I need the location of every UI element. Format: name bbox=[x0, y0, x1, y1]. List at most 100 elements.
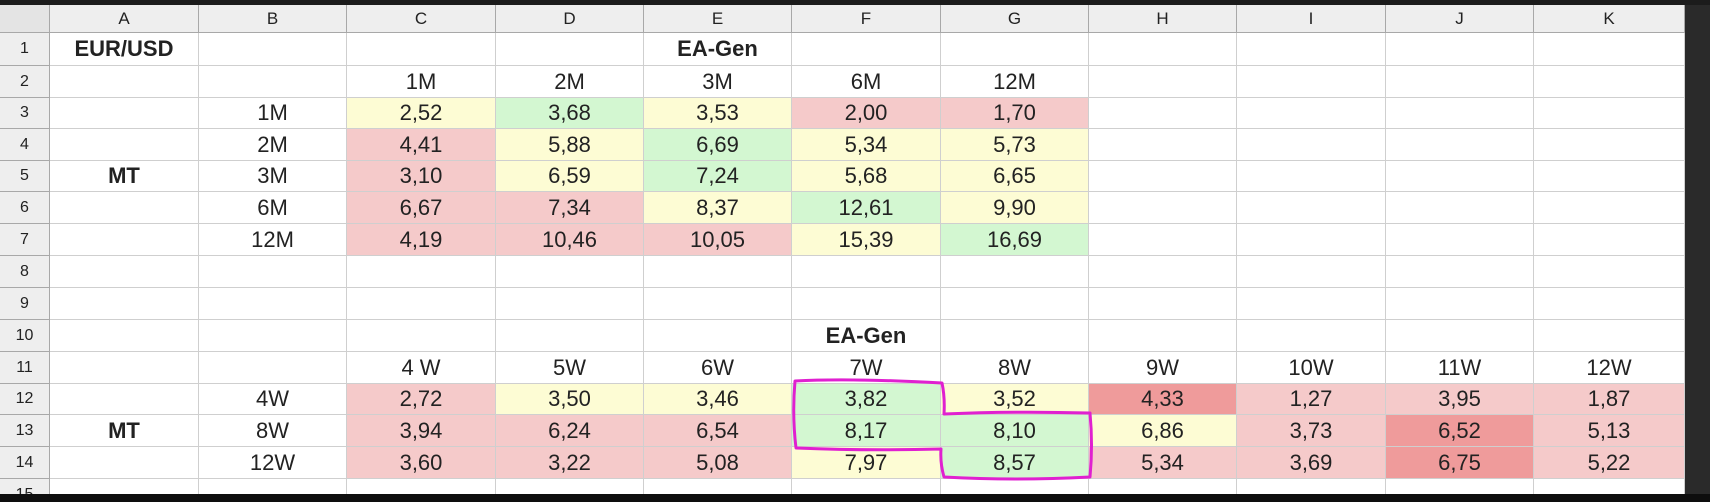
cell-j12[interactable]: 3,95 bbox=[1386, 384, 1534, 415]
cell-d13[interactable]: 6,24 bbox=[496, 415, 644, 447]
cell-b10[interactable] bbox=[199, 320, 347, 352]
cell-i4[interactable] bbox=[1237, 129, 1386, 161]
cell-g6[interactable]: 9,90 bbox=[941, 192, 1089, 224]
cell-b6[interactable]: 6M bbox=[199, 192, 347, 224]
select-all-corner[interactable] bbox=[0, 5, 50, 33]
cell-k10[interactable] bbox=[1534, 320, 1685, 352]
cell-c15[interactable] bbox=[347, 479, 496, 494]
cell-a6[interactable] bbox=[50, 192, 199, 224]
cell-h3[interactable] bbox=[1089, 98, 1237, 129]
cell-k4[interactable] bbox=[1534, 129, 1685, 161]
cell-g12[interactable]: 3,52 bbox=[941, 384, 1089, 415]
cell-j8[interactable] bbox=[1386, 256, 1534, 288]
cell-c6[interactable]: 6,67 bbox=[347, 192, 496, 224]
column-header-j[interactable]: J bbox=[1386, 5, 1534, 33]
cell-a11[interactable] bbox=[50, 352, 199, 384]
cell-j9[interactable] bbox=[1386, 288, 1534, 320]
cell-f9[interactable] bbox=[792, 288, 941, 320]
cell-d15[interactable] bbox=[496, 479, 644, 494]
cell-j5[interactable] bbox=[1386, 161, 1534, 192]
cell-b7[interactable]: 12M bbox=[199, 224, 347, 256]
row-header-11[interactable]: 11 bbox=[0, 352, 50, 384]
cell-k14[interactable]: 5,22 bbox=[1534, 447, 1685, 479]
column-header-g[interactable]: G bbox=[941, 5, 1089, 33]
cell-e10[interactable] bbox=[644, 320, 792, 352]
vertical-scrollbar[interactable] bbox=[1685, 5, 1710, 494]
cell-g8[interactable] bbox=[941, 256, 1089, 288]
cell-a2[interactable] bbox=[50, 66, 199, 98]
cell-h15[interactable] bbox=[1089, 479, 1237, 494]
cell-e6[interactable]: 8,37 bbox=[644, 192, 792, 224]
cell-j7[interactable] bbox=[1386, 224, 1534, 256]
cell-b4[interactable]: 2M bbox=[199, 129, 347, 161]
cell-j4[interactable] bbox=[1386, 129, 1534, 161]
column-header-e[interactable]: E bbox=[644, 5, 792, 33]
cell-b12[interactable]: 4W bbox=[199, 384, 347, 415]
cell-c13[interactable]: 3,94 bbox=[347, 415, 496, 447]
cell-c1[interactable] bbox=[347, 33, 496, 66]
row-header-7[interactable]: 7 bbox=[0, 224, 50, 256]
cell-j1[interactable] bbox=[1386, 33, 1534, 66]
cell-i11[interactable]: 10W bbox=[1237, 352, 1386, 384]
cell-e15[interactable] bbox=[644, 479, 792, 494]
cell-b3[interactable]: 1M bbox=[199, 98, 347, 129]
cell-h2[interactable] bbox=[1089, 66, 1237, 98]
cell-f8[interactable] bbox=[792, 256, 941, 288]
cell-i13[interactable]: 3,73 bbox=[1237, 415, 1386, 447]
cell-f2[interactable]: 6M bbox=[792, 66, 941, 98]
cell-e7[interactable]: 10,05 bbox=[644, 224, 792, 256]
cell-g2[interactable]: 12M bbox=[941, 66, 1089, 98]
row-header-9[interactable]: 9 bbox=[0, 288, 50, 320]
cell-k6[interactable] bbox=[1534, 192, 1685, 224]
cell-i10[interactable] bbox=[1237, 320, 1386, 352]
cell-f15[interactable] bbox=[792, 479, 941, 494]
cell-h10[interactable] bbox=[1089, 320, 1237, 352]
row-header-5[interactable]: 5 bbox=[0, 161, 50, 192]
cell-e9[interactable] bbox=[644, 288, 792, 320]
cell-b13[interactable]: 8W bbox=[199, 415, 347, 447]
cell-d12[interactable]: 3,50 bbox=[496, 384, 644, 415]
cell-i14[interactable]: 3,69 bbox=[1237, 447, 1386, 479]
cell-c14[interactable]: 3,60 bbox=[347, 447, 496, 479]
cell-k12[interactable]: 1,87 bbox=[1534, 384, 1685, 415]
cell-a15[interactable] bbox=[50, 479, 199, 494]
cell-a3[interactable] bbox=[50, 98, 199, 129]
cell-k11[interactable]: 12W bbox=[1534, 352, 1685, 384]
cell-k3[interactable] bbox=[1534, 98, 1685, 129]
cell-e4[interactable]: 6,69 bbox=[644, 129, 792, 161]
cell-j15[interactable] bbox=[1386, 479, 1534, 494]
cell-k7[interactable] bbox=[1534, 224, 1685, 256]
cell-h12[interactable]: 4,33 bbox=[1089, 384, 1237, 415]
cell-c5[interactable]: 3,10 bbox=[347, 161, 496, 192]
cell-a1[interactable]: EUR/USD bbox=[50, 33, 199, 66]
cell-k13[interactable]: 5,13 bbox=[1534, 415, 1685, 447]
cell-f3[interactable]: 2,00 bbox=[792, 98, 941, 129]
cell-j13[interactable]: 6,52 bbox=[1386, 415, 1534, 447]
cell-d11[interactable]: 5W bbox=[496, 352, 644, 384]
row-header-8[interactable]: 8 bbox=[0, 256, 50, 288]
column-header-b[interactable]: B bbox=[199, 5, 347, 33]
row-header-2[interactable]: 2 bbox=[0, 66, 50, 98]
column-header-c[interactable]: C bbox=[347, 5, 496, 33]
column-header-d[interactable]: D bbox=[496, 5, 644, 33]
cell-j2[interactable] bbox=[1386, 66, 1534, 98]
cell-j10[interactable] bbox=[1386, 320, 1534, 352]
row-header-10[interactable]: 10 bbox=[0, 320, 50, 352]
cell-d2[interactable]: 2M bbox=[496, 66, 644, 98]
cell-i8[interactable] bbox=[1237, 256, 1386, 288]
cell-f4[interactable]: 5,34 bbox=[792, 129, 941, 161]
cell-a13[interactable]: MT bbox=[50, 415, 199, 447]
cell-g4[interactable]: 5,73 bbox=[941, 129, 1089, 161]
cell-c2[interactable]: 1M bbox=[347, 66, 496, 98]
cell-g9[interactable] bbox=[941, 288, 1089, 320]
cell-a9[interactable] bbox=[50, 288, 199, 320]
row-header-15[interactable]: 15 bbox=[0, 479, 50, 494]
cell-a8[interactable] bbox=[50, 256, 199, 288]
cell-g5[interactable]: 6,65 bbox=[941, 161, 1089, 192]
cell-e2[interactable]: 3M bbox=[644, 66, 792, 98]
cell-b9[interactable] bbox=[199, 288, 347, 320]
cell-e1[interactable]: EA-Gen bbox=[644, 33, 792, 66]
cell-e13[interactable]: 6,54 bbox=[644, 415, 792, 447]
cell-b5[interactable]: 3M bbox=[199, 161, 347, 192]
cell-g13[interactable]: 8,10 bbox=[941, 415, 1089, 447]
